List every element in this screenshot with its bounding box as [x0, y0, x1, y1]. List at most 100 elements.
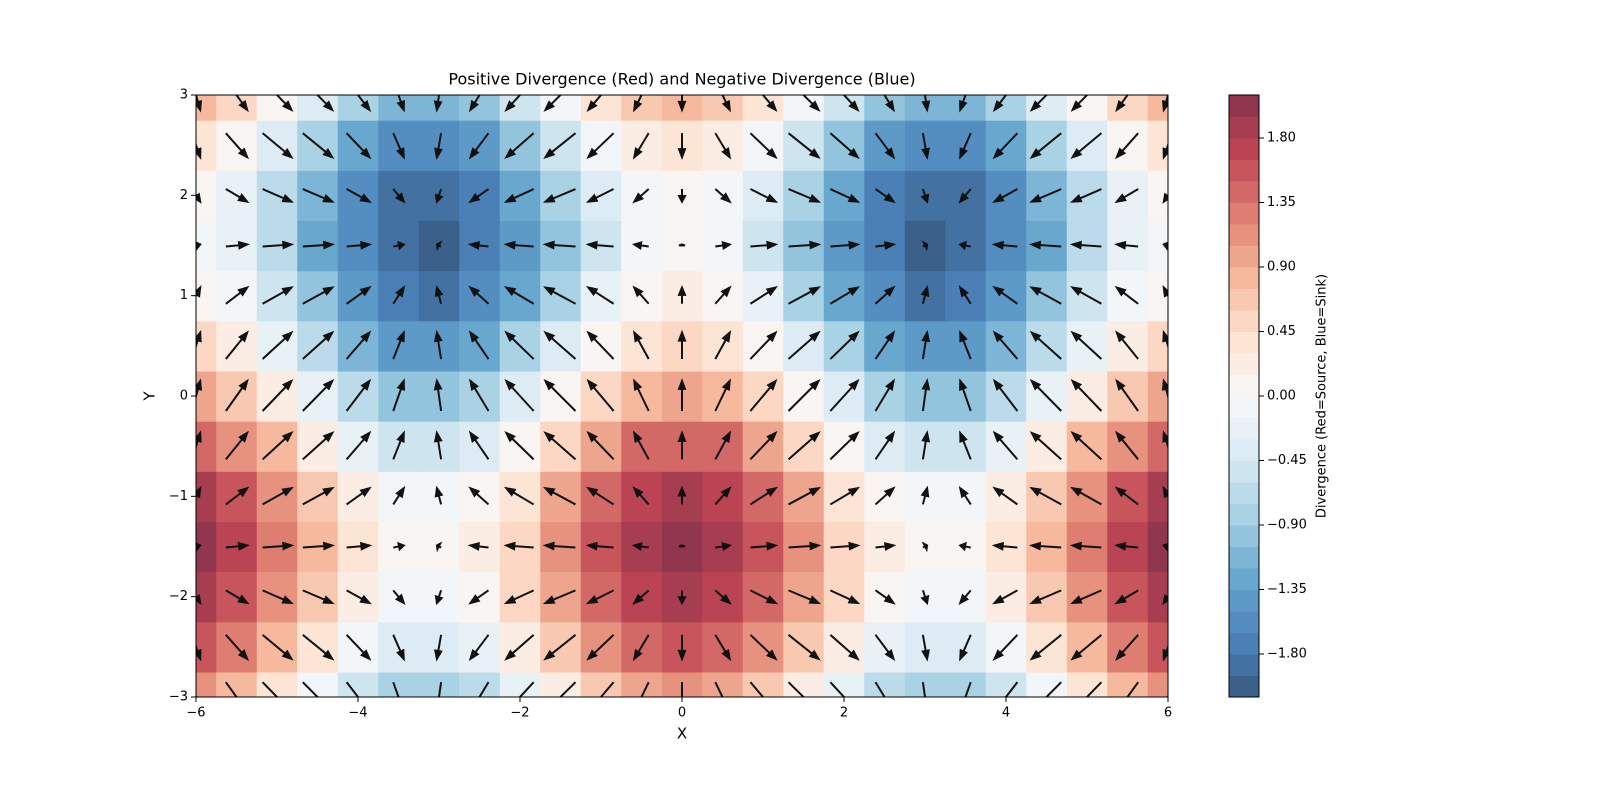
arrow [504, 132, 535, 160]
colorbar-band [1229, 503, 1259, 526]
arrow [829, 378, 860, 412]
arrow [586, 286, 615, 305]
arrow [302, 378, 335, 412]
arrow [434, 284, 444, 305]
arrow [1070, 378, 1103, 412]
colorbar-band [1229, 116, 1259, 139]
y-tick-label: −2 [169, 589, 188, 604]
colorbar-tick-label: 0.45 [1267, 324, 1296, 339]
arrow [788, 541, 822, 551]
contour-cell [1147, 220, 1168, 272]
arrow [632, 634, 650, 662]
arrow [677, 95, 687, 113]
arrow [632, 589, 650, 605]
arrow [1114, 132, 1139, 160]
contour-cell [216, 671, 258, 697]
arrow [677, 189, 687, 204]
arrow [1114, 486, 1139, 506]
colorbar-band [1229, 374, 1259, 397]
contour-cell [702, 671, 744, 697]
arrow [788, 240, 822, 250]
colorbar-band [1229, 568, 1259, 590]
arrow [503, 240, 534, 250]
arrow [261, 330, 294, 360]
arrow [437, 682, 443, 697]
arrow [788, 188, 822, 203]
arrow [1161, 378, 1168, 400]
y-tick-label: 1 [180, 288, 188, 303]
arrow [920, 590, 930, 606]
arrow [346, 240, 373, 250]
arrow [1070, 132, 1103, 159]
contour-cell [945, 95, 987, 121]
arrow [992, 378, 1019, 412]
contour-cell [196, 471, 217, 523]
arrow [1162, 142, 1168, 160]
arrow [632, 486, 650, 506]
arrow [196, 95, 203, 113]
arrow [632, 132, 650, 160]
arrow [504, 378, 535, 412]
arrow [434, 634, 443, 662]
arrow [262, 541, 295, 551]
colorbar-band [1229, 202, 1259, 225]
contour-cell [459, 671, 501, 697]
quiver [196, 95, 1168, 697]
arrow [750, 541, 779, 551]
arrow [302, 486, 335, 506]
x-axis-label: X [677, 725, 687, 743]
colorbar-band [1229, 439, 1259, 461]
arrow [921, 430, 931, 460]
colorbar-tick-label: 0.00 [1267, 389, 1296, 404]
colorbar-band [1229, 310, 1259, 332]
arrow [829, 430, 860, 461]
x-tick-label: −2 [510, 706, 529, 721]
contour-cell [196, 571, 217, 623]
arrow [992, 589, 1018, 605]
arrow [633, 378, 650, 412]
colorbar-band [1229, 288, 1259, 311]
arrow [345, 330, 372, 360]
arrow [225, 486, 250, 506]
arrow [345, 681, 360, 697]
arrow [678, 243, 686, 247]
arrow [585, 541, 614, 551]
arrow [921, 132, 930, 160]
arrow [1162, 285, 1168, 298]
arrow [467, 241, 489, 250]
contour-cell [823, 671, 865, 697]
colorbar-band [1229, 159, 1259, 182]
arrow [225, 589, 250, 605]
arrow [559, 681, 577, 697]
y-tick-label: −3 [169, 690, 188, 705]
arrow [1162, 430, 1168, 450]
arrow [749, 286, 778, 305]
arrow [468, 430, 490, 460]
arrow [1069, 188, 1102, 203]
colorbar-tick-label: −1.35 [1267, 582, 1307, 597]
arrow [921, 541, 929, 553]
arrow [959, 329, 972, 360]
arrow [958, 285, 972, 305]
arrow [874, 589, 896, 605]
arrow [1070, 431, 1103, 461]
arrow [586, 95, 603, 113]
arrow [829, 286, 861, 305]
arrow [435, 541, 443, 553]
arrow [316, 95, 335, 112]
arrow [632, 188, 650, 204]
colorbar-band [1229, 224, 1259, 246]
contour-cell [378, 671, 420, 697]
arrow [992, 430, 1019, 461]
arrow [468, 285, 490, 305]
arrow [503, 486, 535, 506]
arrow [992, 95, 1008, 113]
arrow [749, 634, 778, 661]
contour-cell [1147, 671, 1168, 697]
arrow [830, 240, 861, 250]
arrow [874, 378, 895, 412]
arrow [958, 589, 972, 606]
arrow [761, 95, 778, 113]
arrow [467, 542, 489, 551]
